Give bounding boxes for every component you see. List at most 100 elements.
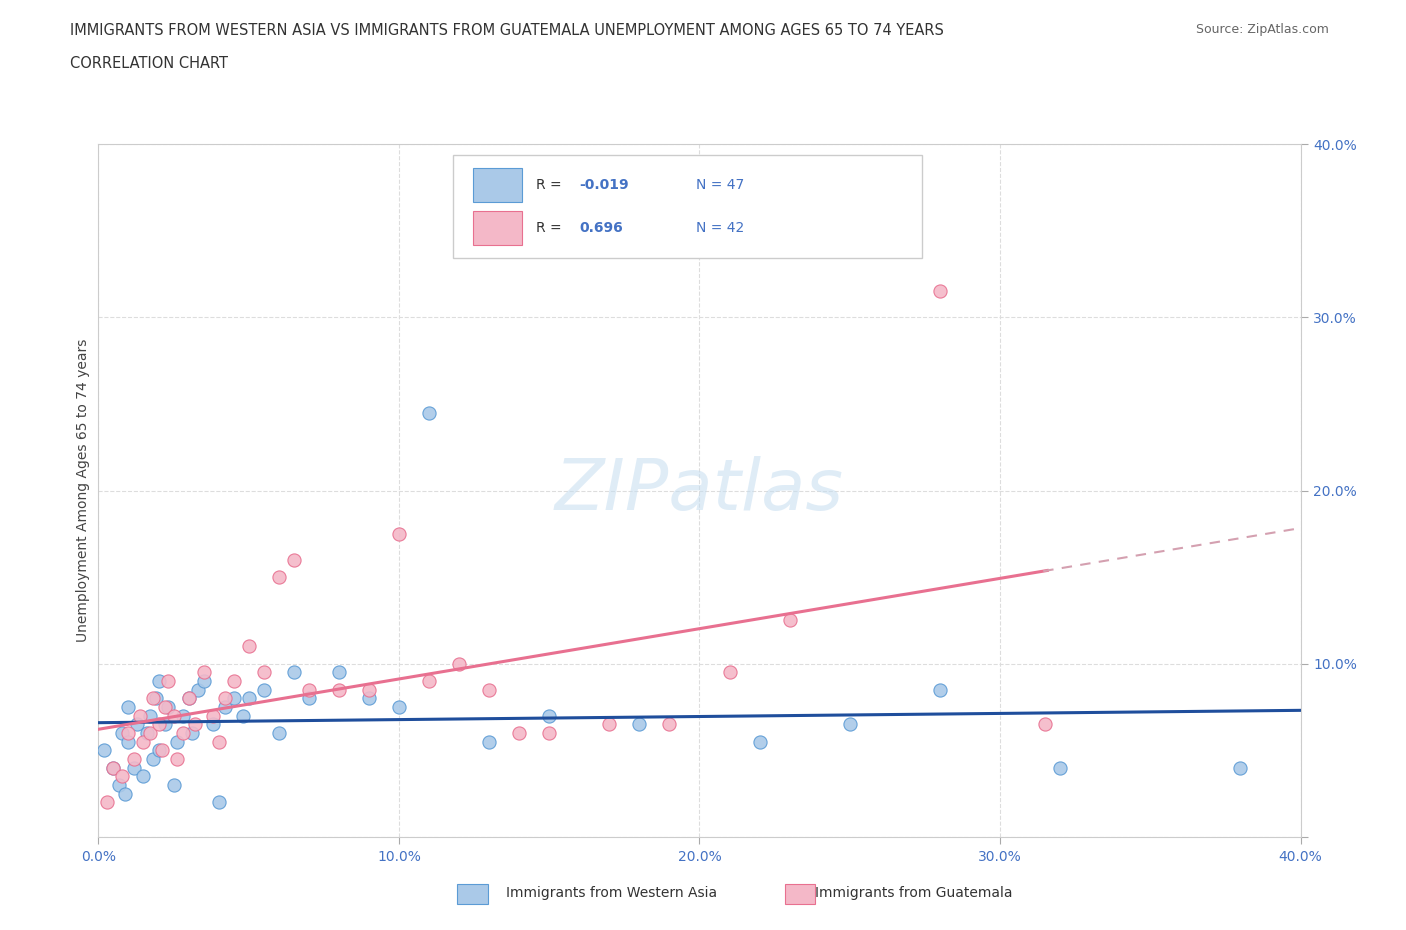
Point [267,570,290,585]
Point [478,735,501,750]
Point [117,725,139,740]
Point [180,725,202,740]
Point [129,709,152,724]
Text: Source: ZipAtlas.com: Source: ZipAtlas.com [1195,23,1329,36]
Text: Immigrants from Guatemala: Immigrants from Guatemala [815,885,1012,900]
Point [153,717,176,732]
Point [114,786,136,801]
Point [141,691,163,706]
Point [172,725,194,740]
Point [108,777,131,792]
Point [357,683,380,698]
Point [418,405,440,420]
Point [929,683,952,698]
Point [328,683,350,698]
Point [156,673,179,688]
Point [183,717,205,732]
Text: -0.019: -0.019 [579,179,628,193]
Point [222,691,245,706]
Point [111,769,134,784]
Text: ZIPatlas: ZIPatlas [555,456,844,525]
Point [298,683,321,698]
Point [238,691,260,706]
Point [253,683,276,698]
Text: R =: R = [536,179,567,193]
Point [138,709,160,724]
Point [141,751,163,766]
Point [156,699,179,714]
Point [283,552,305,567]
Point [150,743,173,758]
Point [162,777,184,792]
Text: 0.696: 0.696 [579,220,623,235]
Point [201,709,224,724]
Point [214,699,236,714]
Point [153,699,176,714]
Point [124,751,146,766]
Point [172,709,194,724]
Point [718,665,741,680]
Point [214,691,236,706]
Point [447,657,470,671]
Point [388,699,411,714]
Point [328,665,350,680]
Point [1049,761,1071,776]
FancyBboxPatch shape [474,167,522,203]
Point [111,725,134,740]
Point [166,735,188,750]
Point [132,769,155,784]
Text: CORRELATION CHART: CORRELATION CHART [70,56,228,71]
Point [193,673,215,688]
Point [538,725,561,740]
Point [103,761,125,776]
Text: N = 42: N = 42 [696,220,744,235]
Point [187,683,209,698]
Point [478,683,501,698]
Point [508,725,530,740]
Y-axis label: Unemployment Among Ages 65 to 74 years: Unemployment Among Ages 65 to 74 years [76,339,90,643]
Point [238,639,260,654]
Point [538,709,561,724]
Point [628,717,651,732]
Point [748,735,770,750]
Point [253,665,276,680]
Point [1229,761,1251,776]
Text: N = 47: N = 47 [696,179,744,193]
Point [1033,717,1056,732]
Point [132,735,155,750]
Bar [457,884,488,904]
Point [148,717,170,732]
Point [357,691,380,706]
Point [388,526,411,541]
Point [135,725,157,740]
Point [208,735,231,750]
Point [779,613,801,628]
Text: IMMIGRANTS FROM WESTERN ASIA VS IMMIGRANTS FROM GUATEMALA UNEMPLOYMENT AMONG AGE: IMMIGRANTS FROM WESTERN ASIA VS IMMIGRAN… [70,23,945,38]
Point [201,717,224,732]
Point [148,673,170,688]
Text: Immigrants from Western Asia: Immigrants from Western Asia [506,885,717,900]
Point [232,709,254,724]
Point [138,725,160,740]
Point [127,717,149,732]
Point [177,691,200,706]
Point [193,665,215,680]
Point [103,761,125,776]
Point [267,725,290,740]
Point [222,673,245,688]
Point [418,673,440,688]
Point [145,691,167,706]
Point [124,761,146,776]
Bar [785,884,815,904]
Point [598,717,620,732]
Point [177,691,200,706]
Point [96,795,118,810]
Point [208,795,231,810]
Point [838,717,860,732]
Text: R =: R = [536,220,567,235]
Point [929,284,952,299]
Point [166,751,188,766]
Point [117,699,139,714]
Point [283,665,305,680]
Point [162,709,184,724]
